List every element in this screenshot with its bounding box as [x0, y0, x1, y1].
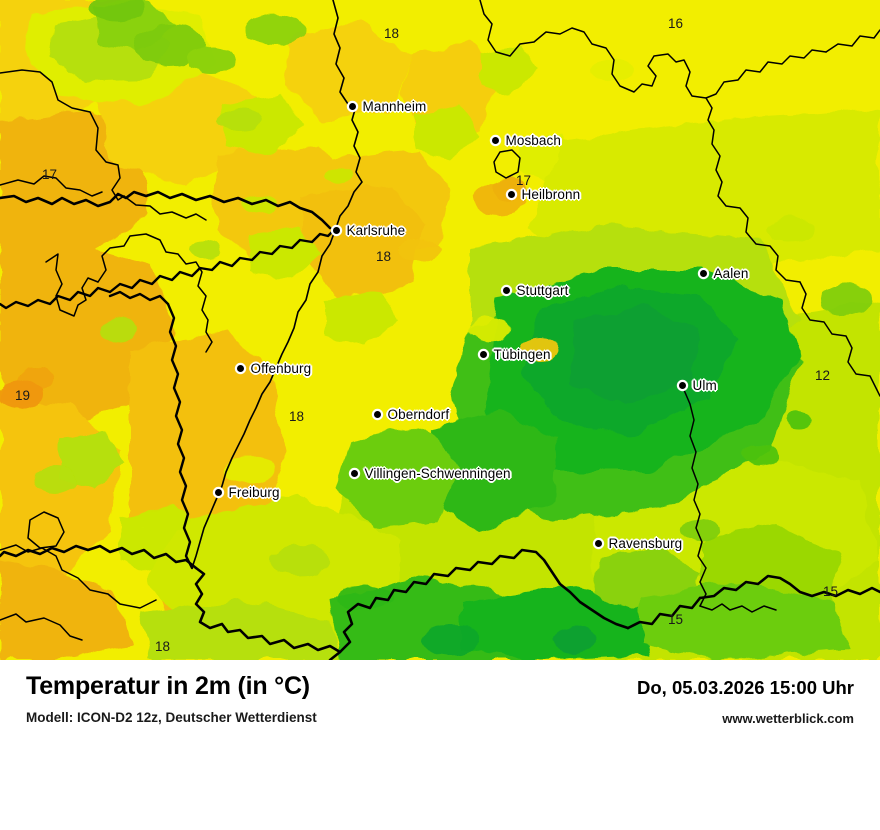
model-subtitle: Modell: ICON-D2 12z, Deutscher Wetterdie…	[26, 710, 317, 725]
city-marker[interactable]: Mannheim	[348, 99, 427, 114]
city-label: Stuttgart	[516, 283, 569, 298]
city-label: Karlsruhe	[346, 223, 406, 238]
city-label: Ulm	[692, 378, 717, 393]
city-marker[interactable]: Offenburg	[236, 361, 312, 376]
temperature-field	[0, 0, 880, 660]
city-dot-icon	[699, 270, 707, 277]
city-label: Villingen-Schwenningen	[364, 466, 511, 481]
city-label: Freiburg	[228, 485, 280, 500]
city-dot-icon	[332, 227, 340, 234]
city-label: Mosbach	[505, 133, 561, 148]
city-marker[interactable]: Ravensburg	[594, 536, 683, 551]
temperature-value-label: 16	[668, 16, 684, 31]
city-label: Heilbronn	[521, 187, 581, 202]
temperature-value-label: 18	[384, 26, 400, 41]
city-dot-icon	[373, 411, 381, 418]
city-marker[interactable]: Heilbronn	[507, 187, 581, 202]
city-marker[interactable]: Mosbach	[491, 133, 561, 148]
page-title: Temperatur in 2m (in °C)	[26, 672, 310, 700]
city-marker[interactable]: Tübingen	[479, 347, 551, 362]
city-marker[interactable]: Aalen	[699, 266, 749, 281]
temperature-value-label: 15	[668, 612, 684, 627]
valid-timestamp: Do, 05.03.2026 15:00 Uhr	[637, 677, 854, 698]
city-label: Oberndorf	[387, 407, 450, 422]
city-label: Mannheim	[362, 99, 427, 114]
city-label: Tübingen	[493, 347, 551, 362]
city-dot-icon	[594, 540, 602, 547]
temperature-value-label: 18	[155, 639, 171, 654]
temperature-value-label: 17	[516, 173, 532, 188]
temperature-value-label: 15	[823, 584, 839, 599]
city-dot-icon	[491, 137, 499, 144]
city-dot-icon	[348, 103, 356, 110]
city-dot-icon	[507, 191, 515, 198]
city-dot-icon	[678, 382, 686, 389]
city-marker[interactable]: Ulm	[678, 378, 717, 393]
city-marker[interactable]: Oberndorf	[373, 407, 450, 422]
temperature-map[interactable]: Mannheim Mosbach Heilbronn Karlsruhe Stuttga…	[0, 0, 880, 660]
city-dot-icon	[479, 351, 487, 358]
temperature-value-label: 17	[42, 167, 58, 182]
city-marker[interactable]: Stuttgart	[502, 283, 569, 298]
city-label: Ravensburg	[608, 536, 683, 551]
city-dot-icon	[214, 489, 222, 496]
website-url: www.wetterblick.com	[722, 711, 854, 726]
city-label: Offenburg	[250, 361, 312, 376]
temperature-value-label: 18	[376, 249, 392, 264]
temperature-value-label: 12	[815, 368, 831, 383]
temperature-value-label: 19	[15, 388, 31, 403]
city-marker[interactable]: Karlsruhe	[332, 223, 406, 238]
city-dot-icon	[502, 287, 510, 294]
temperature-value-label: 18	[289, 409, 305, 424]
city-marker[interactable]: Villingen-Schwenningen	[350, 466, 511, 481]
footer-panel: Temperatur in 2m (in °C) Modell: ICON-D2…	[0, 660, 880, 830]
city-dot-icon	[350, 470, 358, 477]
city-dot-icon	[236, 365, 244, 372]
city-marker[interactable]: Freiburg	[214, 485, 280, 500]
city-label: Aalen	[713, 266, 749, 281]
